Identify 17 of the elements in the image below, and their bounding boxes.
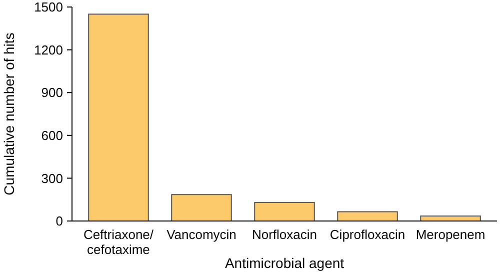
bar (254, 202, 315, 222)
x-tick-label: Norfloxacin (252, 227, 318, 242)
bar (171, 194, 232, 222)
bar (337, 211, 398, 222)
y-tick-label: 300 (41, 170, 63, 186)
y-tick-label: 900 (41, 85, 63, 100)
y-tick-label: 0 (56, 214, 63, 229)
y-tick-label: 1200 (34, 42, 63, 58)
x-tick-label: Meropenem (416, 227, 486, 242)
bar (88, 14, 149, 222)
y-axis-title: Cumulative number of hits (1, 32, 17, 196)
x-tick-label: Vancomycin (166, 227, 236, 242)
y-tick-label: 1500 (34, 0, 63, 15)
y-tick-label: 600 (41, 128, 63, 143)
x-axis-title: Antimicrobial agent (224, 255, 344, 271)
x-tick-label: Ciprofloxacin (330, 227, 406, 242)
x-tick-label: Ceftriaxone/ cefotaxime (83, 227, 154, 257)
